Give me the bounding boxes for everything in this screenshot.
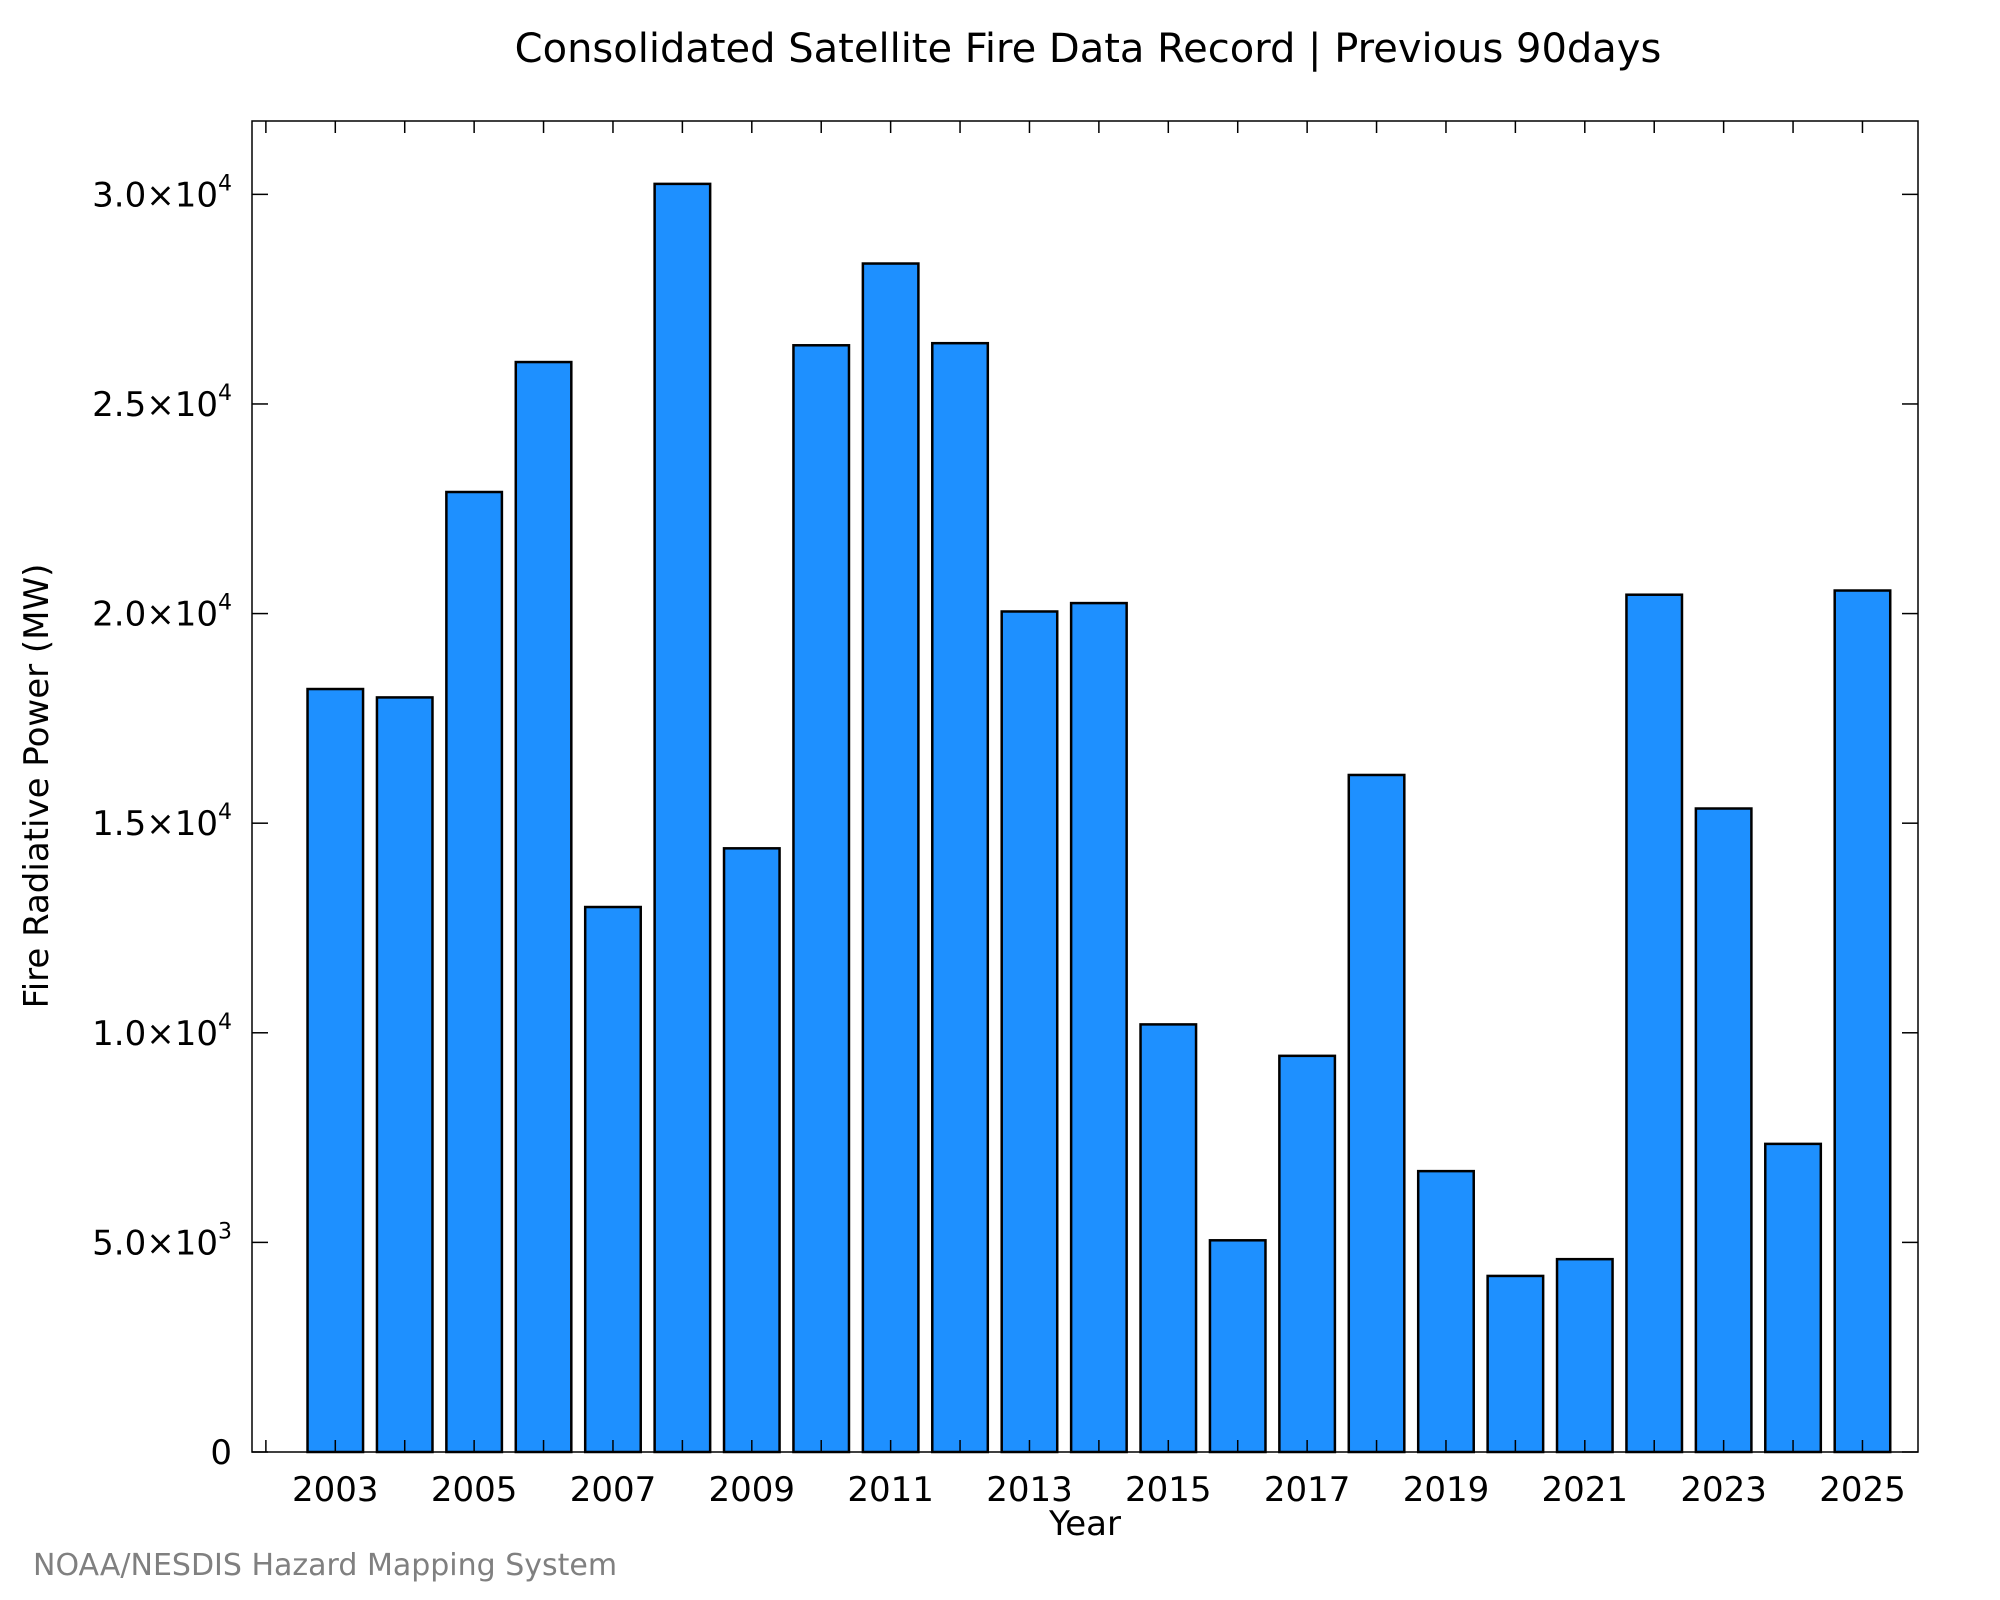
bar-2016	[1208, 1239, 1267, 1454]
x-axis-label: Year	[1048, 1504, 1121, 1544]
chart-title: Consolidated Satellite Fire Data Record …	[515, 26, 1662, 72]
y-tick-label: 5.0×103	[92, 1219, 232, 1263]
bar-2018	[1347, 773, 1406, 1454]
bar-2025	[1833, 589, 1892, 1454]
x-tick-label: 2003	[292, 1470, 379, 1510]
bar-2006	[514, 360, 573, 1454]
x-tick-label: 2017	[1264, 1470, 1351, 1510]
x-tick-label: 2013	[986, 1470, 1073, 1510]
x-axis-ticks: 2003 2005 2007 2009 2011 2013 2015 2017 2019 2021…	[265, 121, 1906, 1510]
bar-2013	[1000, 610, 1059, 1454]
bar-2010	[792, 344, 851, 1454]
x-tick-label: 2025	[1819, 1470, 1906, 1510]
y-tick-label: 1.5×104	[92, 800, 232, 844]
bar-2020	[1486, 1274, 1545, 1454]
bar-2012	[931, 341, 990, 1454]
bar-2003	[306, 687, 365, 1454]
y-tick-label: 3.0×104	[92, 171, 232, 215]
y-tick-label: 0	[210, 1433, 232, 1473]
x-tick-label: 2005	[431, 1470, 518, 1510]
x-tick-label: 2011	[847, 1470, 934, 1510]
plot-frame	[251, 120, 1919, 1453]
y-axis-label: Fire Radiative Power (MW)	[17, 564, 57, 1009]
bar-2004	[375, 696, 434, 1454]
bar-2017	[1278, 1054, 1337, 1454]
y-tick-label: 2.5×104	[92, 381, 232, 425]
y-tick-label: 2.0×104	[92, 591, 232, 635]
bar-2015	[1139, 1023, 1198, 1454]
bar-2008	[653, 182, 712, 1454]
x-tick-label: 2019	[1403, 1470, 1490, 1510]
bar-2005	[445, 490, 504, 1454]
y-axis-ticks: 0 5.0×103 1.0×104 1.5×104 2.0×104 2.5×104 3.0×…	[92, 171, 1918, 1473]
x-tick-label: 2023	[1680, 1470, 1767, 1510]
x-tick-label: 2021	[1542, 1470, 1629, 1510]
bar-2014	[1069, 601, 1128, 1454]
bars-layer	[306, 182, 1892, 1454]
bar-2011	[861, 262, 920, 1454]
bar-2021	[1555, 1257, 1614, 1454]
x-tick-label: 2015	[1125, 1470, 1212, 1510]
bar-2022	[1625, 593, 1684, 1454]
bar-2024	[1764, 1142, 1823, 1454]
y-tick-label: 1.0×104	[92, 1010, 232, 1054]
x-tick-label: 2009	[709, 1470, 796, 1510]
bar-2009	[722, 847, 781, 1454]
x-tick-label: 2007	[570, 1470, 657, 1510]
bar-2023	[1694, 807, 1753, 1454]
credit-text: NOAA/NESDIS Hazard Mapping System	[33, 1548, 617, 1583]
bar-2019	[1416, 1169, 1475, 1454]
bar-2007	[583, 905, 642, 1454]
